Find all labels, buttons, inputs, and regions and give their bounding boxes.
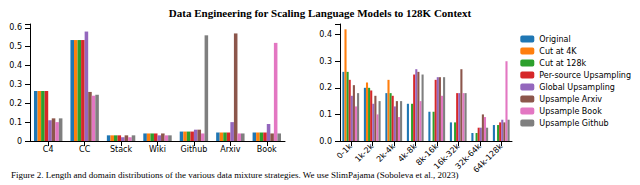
svg-text:64k-128k: 64k-128k — [472, 142, 505, 175]
svg-text:0.0: 0.0 — [319, 137, 332, 146]
svg-text:0.1: 0.1 — [319, 110, 332, 119]
svg-text:1k-2k: 1k-2k — [353, 142, 375, 164]
svg-text:4k-8k: 4k-8k — [396, 141, 419, 164]
svg-text:16k-32k: 16k-32k — [432, 141, 462, 172]
svg-text:C4: C4 — [43, 145, 54, 154]
svg-text:8k-16k: 8k-16k — [414, 141, 440, 168]
svg-text:Stack: Stack — [110, 145, 133, 154]
svg-text:Upsample Github: Upsample Github — [539, 119, 608, 128]
svg-text:Github: Github — [181, 145, 208, 154]
svg-text:CC: CC — [79, 145, 91, 154]
svg-text:0.2: 0.2 — [9, 99, 22, 108]
svg-text:0.5: 0.5 — [9, 42, 22, 51]
svg-text:Per-source Upsampling: Per-source Upsampling — [539, 71, 631, 80]
svg-text:Cut at 4K: Cut at 4K — [539, 47, 577, 56]
svg-text:Figure 2. Length and domain di: Figure 2. Length and domain distribution… — [11, 170, 459, 180]
svg-text:Global Upsampling: Global Upsampling — [539, 83, 615, 92]
svg-text:Original: Original — [539, 35, 570, 44]
svg-text:Book: Book — [257, 145, 277, 154]
svg-text:0.1: 0.1 — [9, 118, 22, 127]
svg-text:0-1k: 0-1k — [335, 142, 354, 161]
svg-text:Upsample Arxiv: Upsample Arxiv — [539, 95, 602, 104]
svg-text:32k-64k: 32k-64k — [453, 141, 483, 172]
svg-text:Upsample Book: Upsample Book — [539, 107, 602, 116]
svg-text:0.6: 0.6 — [9, 23, 22, 32]
svg-text:0.2: 0.2 — [319, 83, 332, 92]
svg-text:Arxiv: Arxiv — [220, 145, 241, 154]
svg-text:Cut at 128k: Cut at 128k — [539, 59, 586, 68]
svg-text:Data Engineering for Scaling L: Data Engineering for Scaling Language Mo… — [169, 7, 472, 19]
svg-text:0.4: 0.4 — [9, 61, 22, 70]
svg-text:2k-4k: 2k-4k — [375, 142, 397, 164]
svg-text:Wiki: Wiki — [149, 145, 166, 154]
svg-text:0.3: 0.3 — [319, 57, 332, 66]
svg-text:0.4: 0.4 — [319, 30, 332, 39]
svg-text:0.3: 0.3 — [9, 80, 22, 89]
svg-text:0: 0 — [17, 137, 22, 146]
